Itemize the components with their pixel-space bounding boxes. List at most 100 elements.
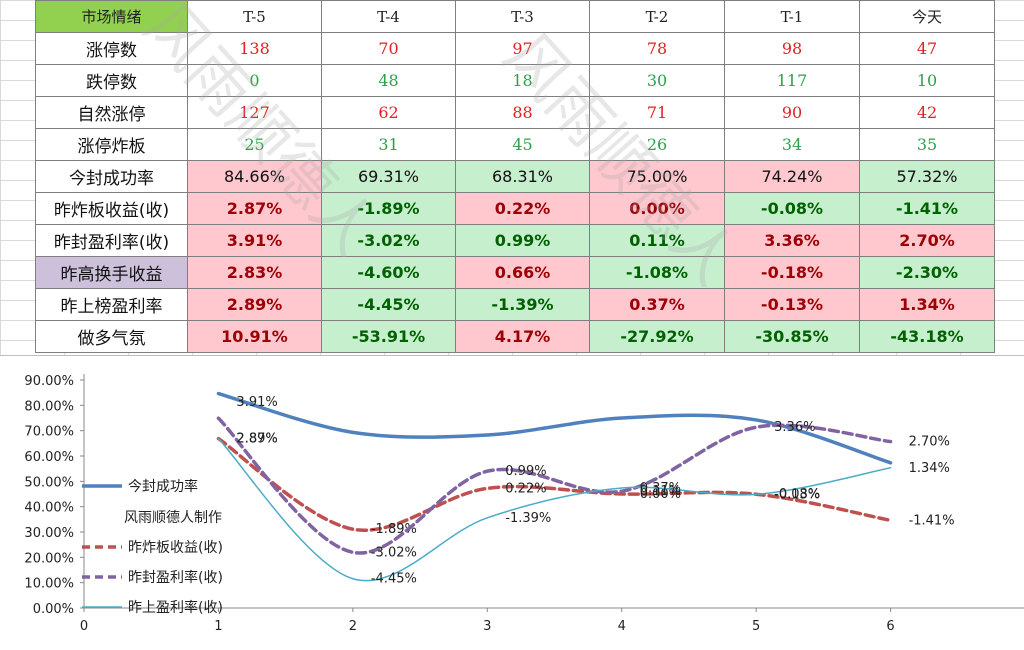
percent-cell: 3.36% [725,225,860,257]
count-cell: 48 [322,65,456,97]
percent-cell: -4.60% [322,257,456,289]
x-tick-label: 0 [80,619,88,634]
percent-cell: 2.89% [188,289,322,321]
percent-cell: 0.11% [590,225,725,257]
count-cell: 98 [725,33,860,65]
y-tick-label: 90.00% [24,374,74,389]
row-label: 昨高换手收益 [36,257,188,289]
header-row: 市场情绪 T-5 T-4 T-3 T-2 T-1 今天 [36,1,995,33]
x-tick-label: 2 [349,619,357,634]
sentiment-line-chart: 0.00%10.00%20.00%30.00%40.00%50.00%60.00… [0,356,1024,650]
y-tick-label: 80.00% [24,399,74,414]
data-label: -1.39% [505,511,551,526]
percent-cell: -2.30% [860,257,995,289]
row-label: 涨停炸板 [36,129,188,161]
percent-cell: -27.92% [590,321,725,353]
percent-row: 昨上榜盈利率 2.89% -4.45% -1.39% 0.37% -0.13% 1.34% [36,289,995,321]
legend-label: 昨上盈利率(收) [128,599,223,616]
y-tick-label: 40.00% [24,501,74,516]
count-cell: 97 [456,33,590,65]
column-header: 今天 [860,1,995,33]
percent-cell: -1.41% [860,193,995,225]
data-label: 0.99% [505,464,546,479]
y-tick-label: 60.00% [24,450,74,465]
column-header: T-5 [188,1,322,33]
row-label: 昨炸板收益(收) [36,193,188,225]
percent-cell: 68.31% [456,161,590,193]
column-header: T-4 [322,1,456,33]
column-header: T-2 [590,1,725,33]
count-cell: 117 [725,65,860,97]
count-cell: 138 [188,33,322,65]
count-row: 涨停炸板 25 31 45 26 34 35 [36,129,995,161]
count-row: 跌停数 0 48 18 30 117 10 [36,65,995,97]
x-tick-label: 5 [752,619,760,634]
percent-cell: -1.08% [590,257,725,289]
count-cell: 42 [860,97,995,129]
count-cell: 26 [590,129,725,161]
data-label: 1.34% [909,461,950,476]
row-label: 做多气氛 [36,321,188,353]
corner-label: 市场情绪 [36,1,188,33]
data-label: -4.45% [371,572,417,587]
x-tick-label: 6 [886,619,894,634]
percent-cell: 69.31% [322,161,456,193]
count-row: 自然涨停 127 62 88 71 90 42 [36,97,995,129]
count-cell: 127 [188,97,322,129]
data-label: 3.91% [236,395,277,410]
count-cell: 62 [322,97,456,129]
row-label: 昨上榜盈利率 [36,289,188,321]
count-cell: 71 [590,97,725,129]
row-label: 自然涨停 [36,97,188,129]
legend-label: 今封成功率 [128,478,198,495]
percent-cell: 2.70% [860,225,995,257]
legend-label: 昨炸板收益(收) [128,540,223,556]
series-line [218,439,890,581]
count-row: 涨停数 138 70 97 78 98 47 [36,33,995,65]
y-tick-label: 30.00% [24,526,74,541]
percent-cell: 4.17% [456,321,590,353]
data-label: 2.70% [909,435,950,450]
percent-cell: -1.89% [322,193,456,225]
percent-cell: 10.91% [188,321,322,353]
y-tick-label: 0.00% [33,602,74,617]
count-cell: 34 [725,129,860,161]
count-cell: 70 [322,33,456,65]
market-sentiment-table: 市场情绪 T-5 T-4 T-3 T-2 T-1 今天 涨停数 138 70 97 78 98 47 跌停数… [35,0,995,353]
percent-cell: 75.00% [590,161,725,193]
percent-cell: 84.66% [188,161,322,193]
series-line [218,418,890,553]
legend-label: 昨封盈利率(收) [128,569,223,586]
data-label: -3.02% [371,545,417,560]
legend-note: 风雨顺德人制作 [124,510,222,526]
count-cell: 18 [456,65,590,97]
percent-cell: -0.08% [725,193,860,225]
series-line [218,439,890,531]
x-tick-label: 1 [214,619,222,634]
percent-cell: -1.39% [456,289,590,321]
percent-row: 做多气氛 10.91% -53.91% 4.17% -27.92% -30.85% -43.… [36,321,995,353]
percent-row: 昨炸板收益(收) 2.87% -1.89% 0.22% 0.00% -0.08% -1.41… [36,193,995,225]
count-cell: 88 [456,97,590,129]
count-cell: 47 [860,33,995,65]
percent-cell: 0.37% [590,289,725,321]
percent-cell: -0.13% [725,289,860,321]
percent-cell: 0.66% [456,257,590,289]
y-tick-label: 20.00% [24,551,74,566]
data-label: -0.13% [774,487,820,502]
percent-cell: 0.99% [456,225,590,257]
row-label: 昨封盈利率(收) [36,225,188,257]
row-label: 今封成功率 [36,161,188,193]
data-label: -1.41% [909,513,955,528]
percent-cell: -43.18% [860,321,995,353]
x-tick-label: 3 [483,619,491,634]
data-label: 2.89% [236,432,277,447]
count-cell: 0 [188,65,322,97]
percent-cell: 2.87% [188,193,322,225]
row-label: 涨停数 [36,33,188,65]
count-cell: 31 [322,129,456,161]
count-cell: 25 [188,129,322,161]
percent-cell: -4.45% [322,289,456,321]
percent-cell: -3.02% [322,225,456,257]
row-label: 跌停数 [36,65,188,97]
